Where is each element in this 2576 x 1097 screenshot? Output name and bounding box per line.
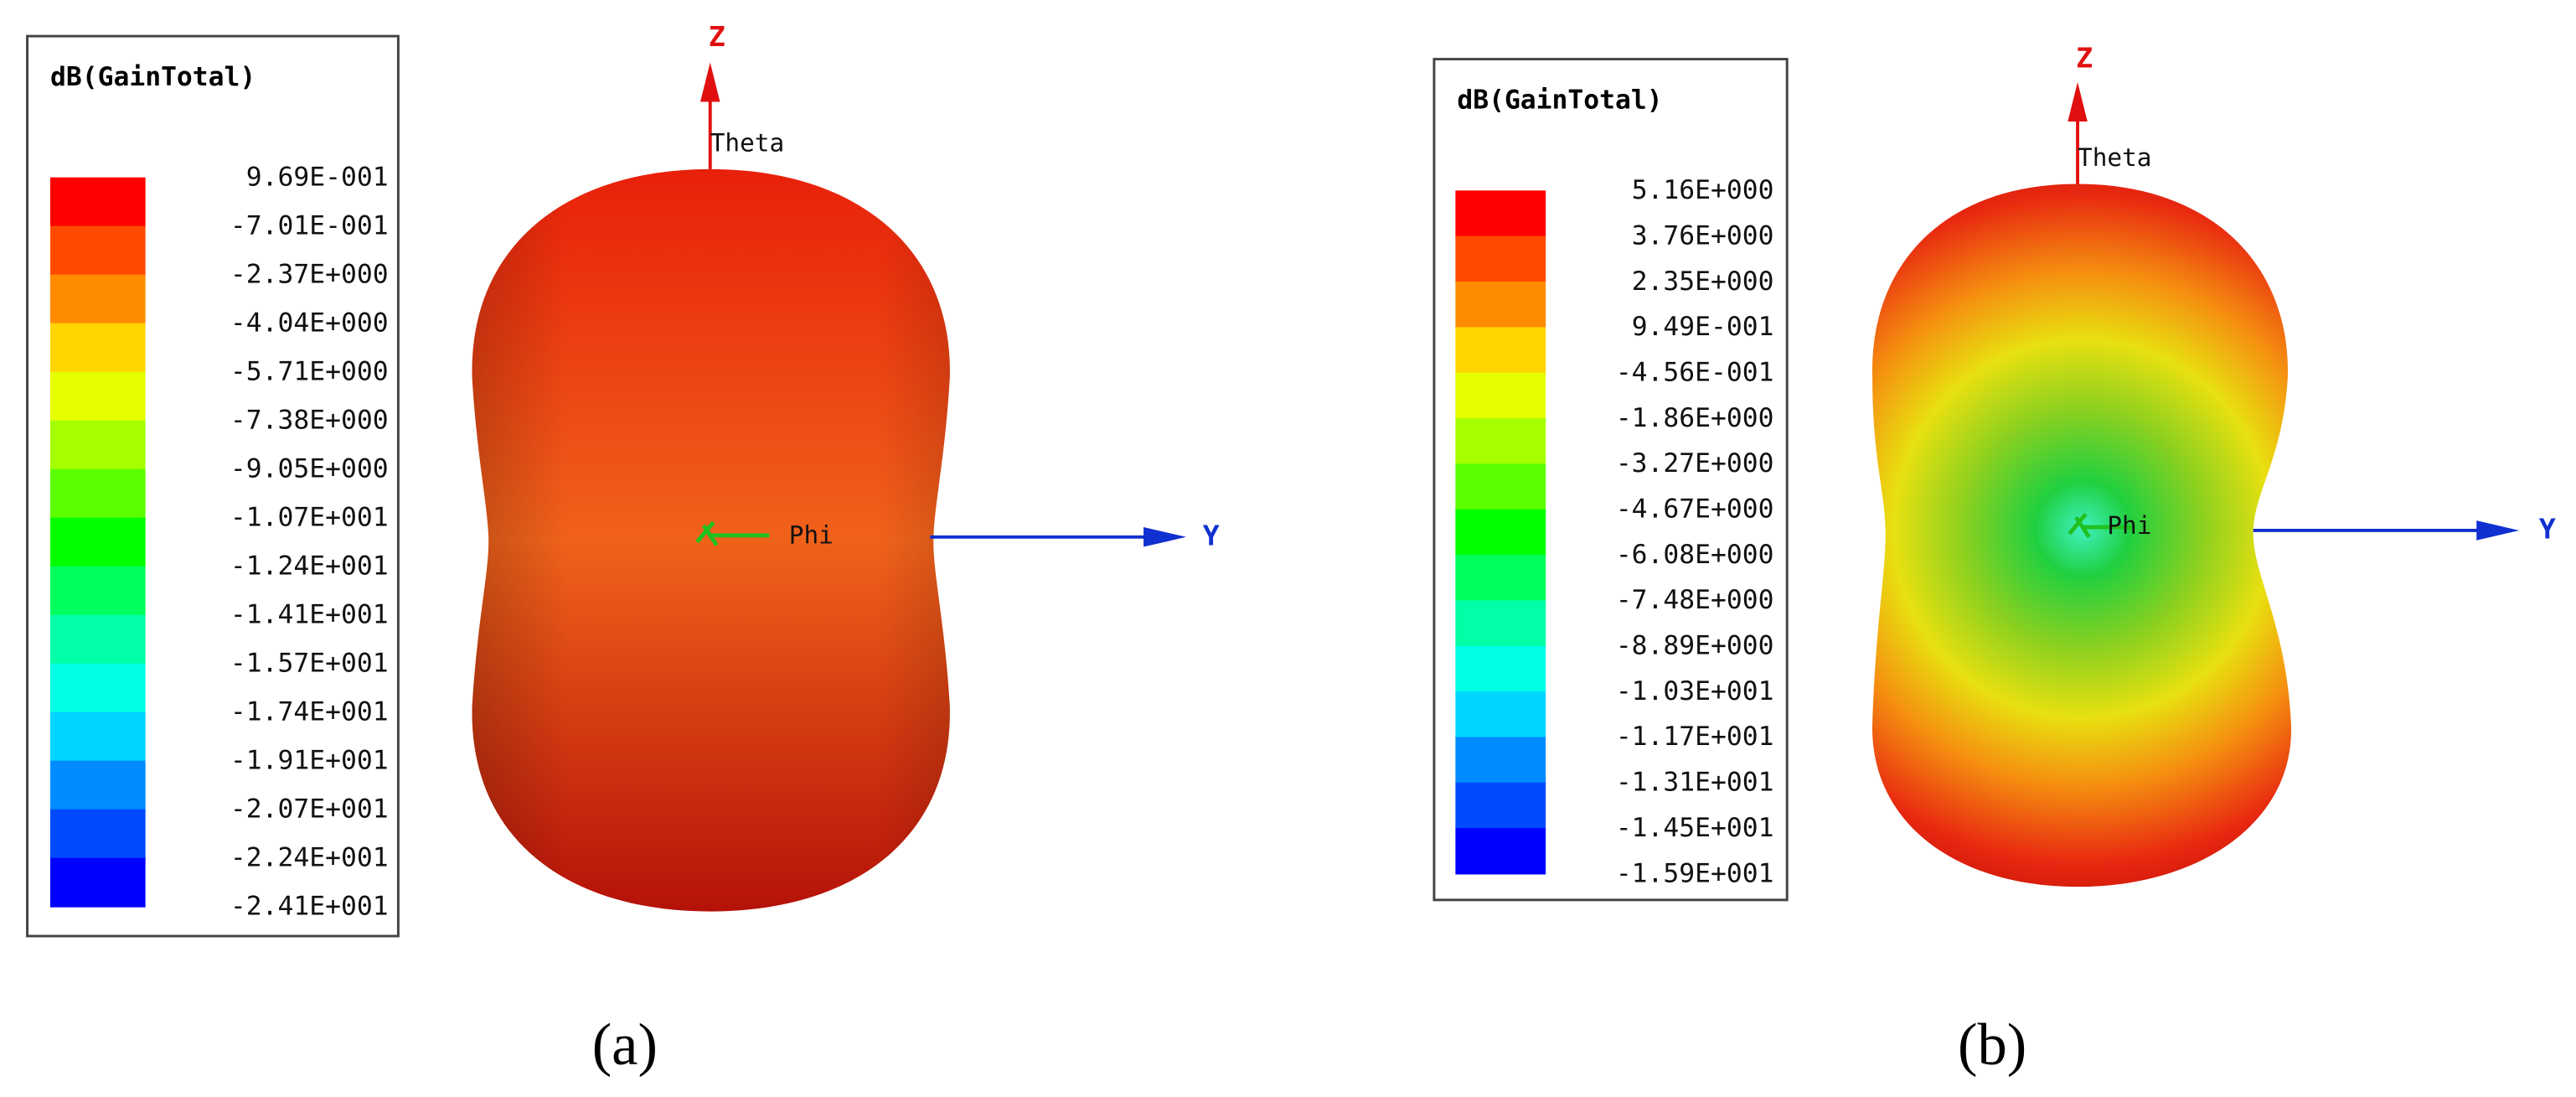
phi-marker (2068, 512, 2135, 539)
legend-label: -7.48E+000 (1616, 585, 1774, 615)
legend-swatch (49, 274, 146, 324)
legend-swatch (49, 663, 146, 713)
legend-swatch (1455, 828, 1546, 875)
legend-swatch (49, 614, 146, 665)
z-label: Z (709, 20, 725, 53)
legend-label: -7.01E-001 (230, 210, 389, 241)
panel-a: dB(GainTotal) 9.69E-001 -7.01E-001 -2.37E+… (26, 20, 1220, 1078)
legend-label: 3.76E+000 (1632, 220, 1774, 251)
legend-swatch (1455, 737, 1546, 784)
theta-label: Theta (2078, 143, 2151, 172)
legend-swatch (1455, 691, 1546, 738)
legend-swatch (1455, 235, 1546, 282)
legend-label: -5.71E+000 (230, 356, 389, 386)
legend-label: -3.27E+000 (1616, 448, 1774, 479)
legend-swatch (49, 177, 146, 227)
caption: (a) (592, 1012, 658, 1078)
legend-swatch (49, 225, 146, 276)
legend-label: 2.35E+000 (1632, 266, 1774, 297)
legend-label: -7.38E+000 (230, 405, 389, 435)
legend-swatch (1455, 463, 1546, 510)
panel-b: dB(GainTotal) 5.16E+000 3.76E+000 2.35E+00… (1433, 41, 2556, 1078)
y-arrow (2476, 520, 2520, 541)
legend-label: -1.17E+001 (1616, 722, 1774, 752)
legend-label: -6.08E+000 (1616, 540, 1774, 570)
z-label: Z (2076, 41, 2093, 74)
legend-swatch (1455, 372, 1546, 420)
legend-title: dB(GainTotal) (1457, 85, 1662, 115)
theta-label: Theta (710, 128, 784, 157)
legend: 5.16E+000 3.76E+000 2.35E+000 9.49E-001 -4.5… (1455, 175, 1774, 888)
legend-label: -2.24E+001 (230, 842, 389, 872)
legend-label: -1.91E+001 (230, 745, 389, 775)
legend-swatch (1455, 645, 1546, 693)
legend-label: -1.59E+001 (1616, 858, 1774, 888)
legend-swatch (49, 857, 146, 908)
phi-marker (695, 520, 770, 546)
legend-swatch (1455, 327, 1546, 374)
legend-label: -1.24E+001 (230, 551, 389, 581)
legend-label: -2.37E+000 (230, 259, 389, 289)
z-arrow (699, 62, 720, 102)
z-arrow (2068, 81, 2088, 122)
legend-swatch (1455, 282, 1546, 329)
legend-label: -2.07E+001 (230, 794, 389, 824)
legend-title: dB(GainTotal) (50, 62, 256, 92)
legend-swatch (1455, 509, 1546, 556)
legend-swatch (1455, 418, 1546, 465)
legend-swatch (49, 420, 146, 470)
legend-swatch (1455, 555, 1546, 602)
legend-label: -8.89E+000 (1616, 631, 1774, 661)
legend-label: -1.45E+001 (1616, 813, 1774, 843)
legend-label: -1.41E+001 (230, 599, 389, 629)
y-label: Y (2539, 513, 2556, 546)
legend-label: -4.56E-001 (1616, 357, 1774, 387)
legend-swatch (49, 468, 146, 519)
legend-swatch (49, 711, 146, 762)
y-arrow (1143, 527, 1187, 547)
radiation-pattern (1871, 184, 2292, 887)
legend-label: -1.74E+001 (230, 696, 389, 727)
y-label: Y (1203, 520, 1220, 552)
legend-swatch (1455, 782, 1546, 830)
legend-label: -4.67E+000 (1616, 494, 1774, 525)
legend-label: 5.16E+000 (1632, 175, 1774, 205)
legend-label: -4.04E+000 (230, 308, 389, 338)
legend-swatch (49, 760, 146, 810)
legend-label: 9.69E-001 (246, 162, 389, 192)
legend-label: -1.31E+001 (1616, 768, 1774, 798)
legend-label: 9.49E-001 (1632, 312, 1774, 342)
legend: 9.69E-001 -7.01E-001 -2.37E+000 -4.04E+000 -… (49, 162, 389, 921)
phi-label: Phi (2107, 511, 2151, 540)
legend-label: -1.86E+000 (1616, 403, 1774, 433)
legend-label: -1.07E+001 (230, 502, 389, 532)
legend-swatch (49, 517, 146, 567)
legend-label: -1.57E+001 (230, 648, 389, 678)
caption: (b) (1958, 1012, 2026, 1078)
legend-swatch (49, 809, 146, 859)
legend-label: -9.05E+000 (230, 453, 389, 484)
legend-swatch (1455, 190, 1546, 237)
legend-swatch (49, 323, 146, 373)
phi-label: Phi (789, 521, 834, 550)
legend-label: -1.03E+001 (1616, 676, 1774, 706)
legend-swatch (1455, 600, 1546, 647)
legend-swatch (49, 566, 146, 616)
legend-swatch (49, 371, 146, 422)
legend-label: -2.41E+001 (230, 891, 389, 921)
